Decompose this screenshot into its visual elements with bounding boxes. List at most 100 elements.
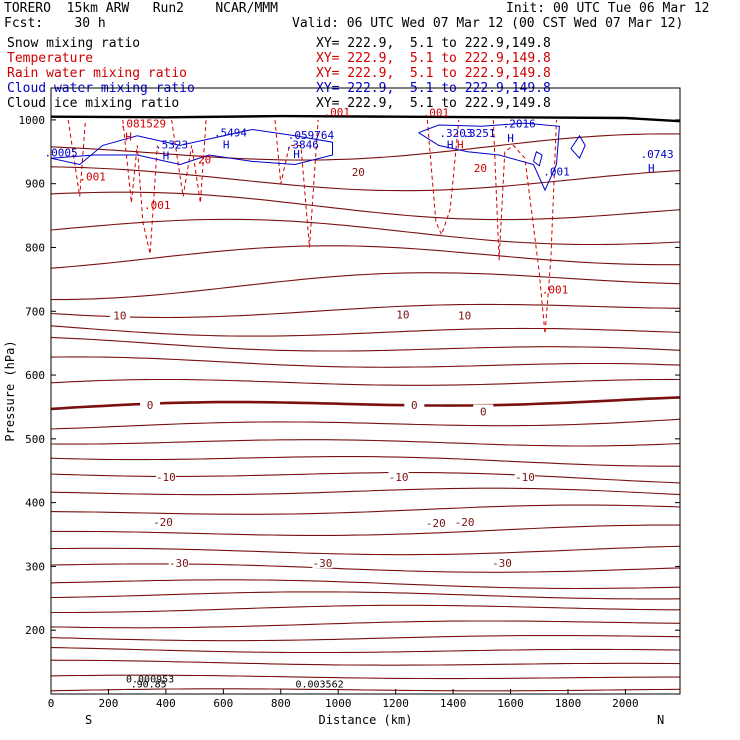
forecast-hour: Fcst: 30 h	[4, 16, 106, 31]
cloud-label: .0005	[44, 146, 77, 159]
max-marker: H	[457, 139, 464, 152]
temperature-label: -10	[515, 471, 535, 484]
cloud-water-contour	[570, 134, 586, 160]
top-value-label: .90.85	[131, 680, 167, 691]
rain-contour	[274, 119, 319, 248]
max-marker: H	[223, 139, 230, 152]
y-tick-label: 500	[25, 433, 45, 446]
temperature-label-bg	[153, 514, 174, 527]
temperature-label: 10	[396, 308, 409, 321]
temperature-label: 0	[147, 399, 154, 412]
field-xy-cloud-ice: XY= 222.9, 5.1 to 222.9,149.8	[316, 96, 551, 111]
valid-time: Valid: 06 UTC Wed 07 Mar 12 (00 CST Wed …	[292, 16, 684, 31]
temperature-label-bg	[404, 398, 425, 411]
field-name-rain: Rain water mixing ratio	[7, 66, 188, 81]
isotherm-line	[51, 418, 680, 430]
max-marker: H	[293, 148, 300, 161]
isotherm-line	[51, 591, 680, 600]
isotherm-line	[51, 325, 680, 337]
x-tick-label: 600	[213, 697, 233, 710]
rain-label: 20	[198, 153, 211, 166]
temperature-label-bg	[388, 470, 409, 483]
cloud-water-contour	[51, 128, 333, 166]
isotherm-line	[51, 524, 680, 536]
isotherm-line	[51, 674, 680, 680]
temperature-label-bg	[348, 165, 369, 178]
max-marker: H	[507, 132, 514, 145]
x-tick-label: 1400	[440, 697, 467, 710]
isotherm-line	[51, 245, 680, 269]
temperature-label: -30	[169, 557, 189, 570]
y-tick-label: 900	[25, 178, 45, 191]
isotherm-line	[51, 635, 680, 642]
cloud-water-contour	[418, 122, 560, 192]
cloud-water-contour	[533, 151, 543, 167]
cloud-label: .059764	[288, 129, 335, 142]
temperature-label: 10	[458, 310, 471, 323]
cloud-label: .0743	[640, 148, 673, 161]
isotherm-line	[51, 647, 680, 654]
temperature-label: -20	[426, 517, 446, 530]
isotherm-line	[51, 378, 680, 386]
max-marker: H	[447, 139, 454, 152]
isotherm-line	[51, 191, 680, 221]
x-tick-label: 1800	[555, 697, 582, 710]
temperature-label-bg	[454, 514, 475, 527]
x-tick-label: 1600	[497, 697, 524, 710]
y-axis-title: Pressure (hPa)	[3, 340, 17, 441]
isotherm-line	[51, 336, 680, 352]
top-value-label: 0.000953	[126, 675, 174, 686]
isotherm-line	[51, 545, 680, 556]
isotherm-line	[51, 604, 680, 614]
temperature-label: -20	[153, 516, 173, 529]
isotherm-line	[51, 439, 680, 447]
y-tick-label: 200	[25, 624, 45, 637]
isotherm-line	[51, 456, 680, 467]
field-name-temperature: Temperature	[7, 51, 94, 66]
cloud-label: .3203	[439, 127, 472, 140]
temperature-label: -20	[455, 516, 475, 529]
temperature-label: -30	[312, 557, 332, 570]
max-marker: H	[648, 162, 655, 175]
rain-label: .001	[423, 107, 450, 120]
temperature-label: -10	[389, 471, 409, 484]
isotherm-line	[51, 303, 680, 319]
cloud-label: .3846	[286, 139, 319, 152]
plot-frame	[50, 87, 681, 695]
cloud-label: .5494	[214, 126, 247, 139]
isotherm-line	[51, 659, 680, 666]
temperature-label-bg	[454, 308, 475, 321]
surface-line	[51, 114, 680, 123]
x-end-label-south: S	[85, 713, 92, 727]
temperature-label-bg	[491, 556, 512, 569]
temperature-label-bg	[155, 470, 176, 483]
temperature-label: -10	[156, 471, 176, 484]
cloud-label: .2016	[503, 118, 536, 131]
x-tick-label: 1200	[382, 697, 409, 710]
y-tick-label: 1000	[19, 114, 46, 127]
field-xy-rain: XY= 222.9, 5.1 to 222.9,149.8	[316, 66, 551, 81]
max-marker: H	[163, 149, 170, 162]
rain-label: .001	[79, 170, 106, 183]
isotherm-line	[51, 487, 680, 496]
isotherm-line	[51, 218, 680, 246]
isotherm-line	[51, 579, 680, 590]
field-xy-snow: XY= 222.9, 5.1 to 222.9,149.8	[316, 36, 551, 51]
isotherm-line	[51, 504, 680, 515]
temperature-label-bg	[109, 308, 130, 321]
cloud-label: .001	[543, 165, 570, 178]
temperature-label: 0	[411, 399, 418, 412]
rain-contour	[492, 119, 557, 334]
rain-contour	[67, 119, 86, 197]
field-name-snow: Snow mixing ratio	[7, 36, 141, 51]
isotherm-line	[51, 356, 680, 368]
x-tick-label: 200	[99, 697, 119, 710]
y-tick-label: 400	[25, 497, 45, 510]
y-tick-label: 700	[25, 305, 45, 318]
temperature-label-bg	[140, 398, 161, 411]
temperature-label: -30	[492, 557, 512, 570]
isotherm-line	[51, 688, 680, 692]
rain-contour	[122, 119, 158, 255]
x-tick-label: 1000	[325, 697, 352, 710]
